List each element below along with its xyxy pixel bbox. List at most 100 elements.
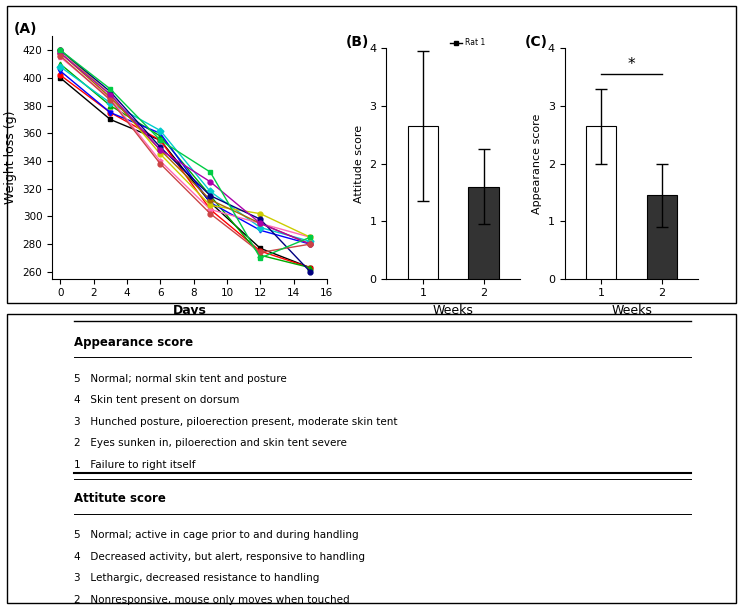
Text: Attitute score: Attitute score xyxy=(74,492,166,505)
Text: 3   Hunched posture, piloerection present, moderate skin tent: 3 Hunched posture, piloerection present,… xyxy=(74,417,398,427)
Rat 9 xyxy=(56,47,65,54)
Rat 5 xyxy=(106,99,114,107)
Text: 2   Eyes sunken in, piloerection and skin tent severe: 2 Eyes sunken in, piloerection and skin … xyxy=(74,438,347,448)
Rat 11 xyxy=(56,52,65,59)
Rat 9 xyxy=(206,192,215,199)
Line: Rat 12: Rat 12 xyxy=(58,48,313,261)
X-axis label: Weeks: Weeks xyxy=(611,304,652,317)
Rat 7 xyxy=(306,233,315,241)
Rat 6 xyxy=(56,53,65,61)
Rat 11 xyxy=(256,249,265,256)
Rat 3 xyxy=(306,264,315,271)
Rat 7 xyxy=(156,150,165,158)
Rat 2 xyxy=(256,247,265,255)
X-axis label: Weeks: Weeks xyxy=(432,304,474,317)
Text: (B): (B) xyxy=(346,35,369,48)
Rat 1 xyxy=(56,75,65,82)
Rat 10 xyxy=(256,220,265,227)
Rat 6 xyxy=(206,206,215,213)
Text: 3   Lethargic, decreased resistance to handling: 3 Lethargic, decreased resistance to han… xyxy=(74,573,319,584)
Text: *: * xyxy=(628,56,635,72)
Rat 6 xyxy=(256,220,265,227)
Text: 2   Nonresponsive, mouse only moves when touched: 2 Nonresponsive, mouse only moves when t… xyxy=(74,595,350,605)
Rat 12 xyxy=(306,233,315,241)
Rat 6 xyxy=(156,158,165,165)
Rat 7 xyxy=(106,91,114,98)
Line: Rat 1: Rat 1 xyxy=(58,76,313,270)
Rat 2 xyxy=(306,264,315,271)
Bar xyxy=(468,187,499,279)
Rat 6 xyxy=(306,233,315,241)
Rat 3 xyxy=(156,133,165,140)
Rat 10 xyxy=(106,91,114,98)
Rat 5 xyxy=(56,63,65,70)
Rat 8 xyxy=(56,49,65,56)
Rat 8 xyxy=(306,241,315,248)
Line: Rat 7: Rat 7 xyxy=(58,48,313,239)
Rat 2 xyxy=(56,72,65,79)
Rat 9 xyxy=(106,88,114,95)
Rat 2 xyxy=(206,206,215,213)
Rat 5 xyxy=(306,238,315,245)
Rat 12 xyxy=(256,255,265,262)
Rat 12 xyxy=(56,47,65,54)
Rat 2 xyxy=(156,136,165,144)
Rat 11 xyxy=(106,96,114,104)
Rat 11 xyxy=(306,241,315,248)
Line: Rat 9: Rat 9 xyxy=(58,48,313,275)
Line: Rat 2: Rat 2 xyxy=(58,73,313,270)
Text: 5   Normal; active in cage prior to and during handling: 5 Normal; active in cage prior to and du… xyxy=(74,530,359,540)
Rat 9 xyxy=(256,216,265,223)
Rat 12 xyxy=(206,168,215,176)
Text: Appearance score: Appearance score xyxy=(74,336,193,348)
Rat 11 xyxy=(156,160,165,167)
Rat 10 xyxy=(156,146,165,153)
Rat 10 xyxy=(306,241,315,248)
Line: Rat 6: Rat 6 xyxy=(58,55,313,239)
Bar xyxy=(586,126,617,279)
Y-axis label: Attitude score: Attitude score xyxy=(354,125,364,202)
Rat 9 xyxy=(156,144,165,151)
Line: Rat 3: Rat 3 xyxy=(58,62,313,270)
Rat 10 xyxy=(56,49,65,56)
Rat 4 xyxy=(306,241,315,248)
Rat 4 xyxy=(156,130,165,137)
Rat 8 xyxy=(156,146,165,153)
Rat 1 xyxy=(106,116,114,123)
Rat 1 xyxy=(306,264,315,271)
Rat 5 xyxy=(256,224,265,231)
Line: Rat 11: Rat 11 xyxy=(58,53,313,255)
Line: Rat 10: Rat 10 xyxy=(58,50,313,247)
Rat 7 xyxy=(56,47,65,54)
Rat 3 xyxy=(56,61,65,68)
Rat 7 xyxy=(206,202,215,209)
Rat 3 xyxy=(256,251,265,259)
Rat 1 xyxy=(256,245,265,252)
Text: (C): (C) xyxy=(525,35,548,48)
Rat 8 xyxy=(256,220,265,227)
Rat 1 xyxy=(156,136,165,144)
Rat 3 xyxy=(106,102,114,109)
Legend: Rat 1, Rat 2, Rat 3, Rat 4, Rat 5, Rat 6, Rat 7, Rat 8, Rat 9, Rat 10, Rat 11, R: Rat 1, Rat 2, Rat 3, Rat 4, Rat 5, Rat 6… xyxy=(447,35,493,175)
Rat 12 xyxy=(106,85,114,93)
Y-axis label: Weight loss (g): Weight loss (g) xyxy=(4,111,17,204)
Rat 4 xyxy=(206,199,215,206)
Text: 4   Decreased activity, but alert, responsive to handling: 4 Decreased activity, but alert, respons… xyxy=(74,552,366,562)
Rat 4 xyxy=(256,227,265,234)
Rat 4 xyxy=(56,67,65,75)
Rat 8 xyxy=(206,196,215,204)
Rat 8 xyxy=(106,94,114,101)
Y-axis label: Appearance score: Appearance score xyxy=(532,113,542,214)
Rat 3 xyxy=(206,192,215,199)
Rat 12 xyxy=(156,136,165,144)
Rat 5 xyxy=(156,127,165,134)
Rat 9 xyxy=(306,268,315,276)
Text: 1   Failure to right itself: 1 Failure to right itself xyxy=(74,460,196,470)
Rat 4 xyxy=(106,109,114,116)
Rat 10 xyxy=(206,178,215,185)
Rat 5 xyxy=(206,188,215,195)
Rat 1 xyxy=(206,199,215,206)
Rat 6 xyxy=(106,95,114,102)
X-axis label: Days: Days xyxy=(172,304,207,317)
Bar xyxy=(646,195,677,279)
